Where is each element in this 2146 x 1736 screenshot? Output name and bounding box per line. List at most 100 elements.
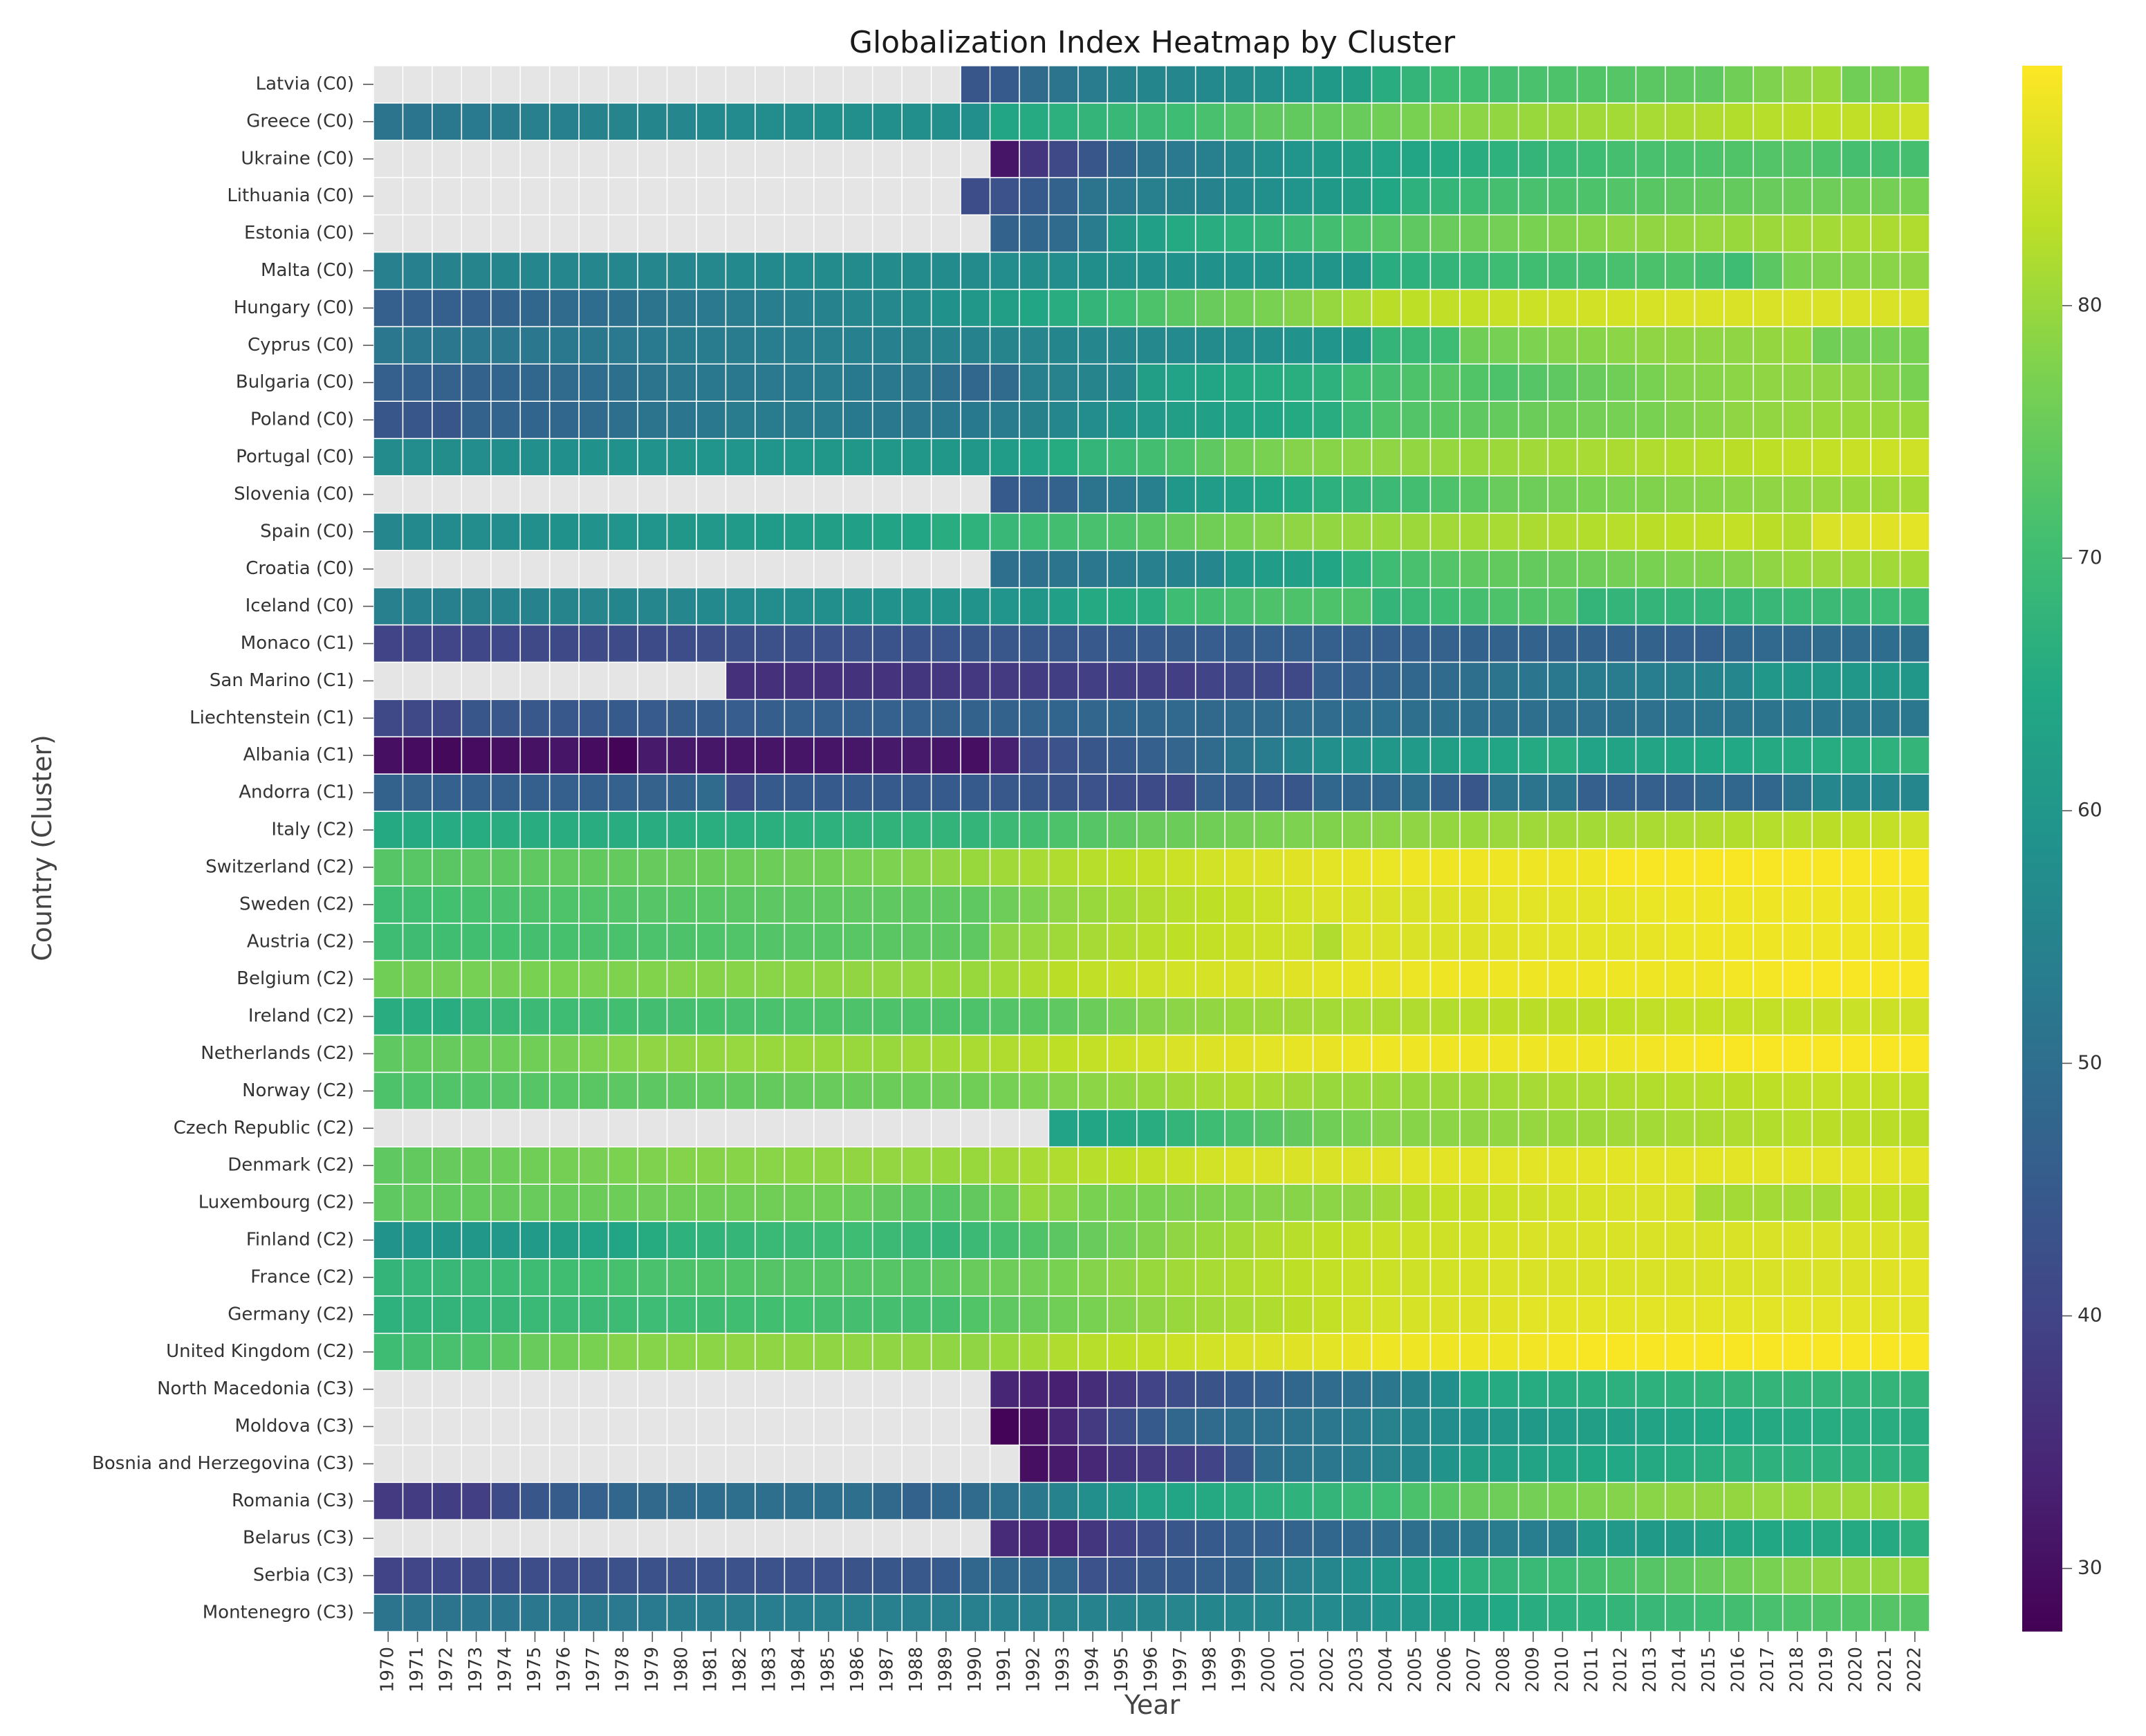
heatmap-cell <box>520 849 551 887</box>
heatmap-cell <box>1459 550 1490 589</box>
heatmap-cell <box>1782 960 1813 999</box>
x-tick-label: 2002 <box>1317 1647 1338 1692</box>
heatmap-cell <box>1284 774 1314 812</box>
heatmap-cell <box>1900 923 1930 961</box>
heatmap-cell <box>520 1520 551 1558</box>
heatmap-cell <box>1400 1407 1431 1446</box>
heatmap-cell <box>1342 1072 1372 1110</box>
heatmap-cell <box>1254 1072 1284 1110</box>
heatmap-cell <box>1430 1370 1461 1409</box>
heatmap-cell <box>1489 102 1519 141</box>
heatmap-cell <box>813 1147 844 1185</box>
heatmap-cell <box>755 550 785 589</box>
heatmap-cell <box>1195 1295 1225 1334</box>
heatmap-cell <box>755 885 785 924</box>
heatmap-cell <box>1782 289 1813 327</box>
heatmap-cell <box>1459 811 1490 849</box>
heatmap-cell <box>520 1147 551 1185</box>
heatmap-cell <box>1812 885 1842 924</box>
heatmap-cell <box>1518 587 1548 626</box>
heatmap-cell <box>1607 1557 1637 1595</box>
heatmap-cell <box>1342 214 1372 253</box>
heatmap-cell <box>1371 1520 1402 1558</box>
heatmap-cell <box>961 960 991 999</box>
heatmap-cell <box>872 625 903 663</box>
heatmap-cell <box>1342 550 1372 589</box>
heatmap-cell <box>843 513 873 551</box>
heatmap-cell <box>961 1407 991 1446</box>
heatmap-cell <box>902 1557 932 1595</box>
heatmap-cell <box>1812 438 1842 477</box>
heatmap-cell <box>1254 1520 1284 1558</box>
heatmap-cell <box>1459 699 1490 737</box>
heatmap-cell <box>1430 1072 1461 1110</box>
heatmap-cell <box>1723 513 1754 551</box>
heatmap-cell <box>1607 1184 1637 1222</box>
heatmap-cell <box>1107 997 1138 1036</box>
heatmap-cell <box>1107 1109 1138 1147</box>
heatmap-cell <box>931 1258 961 1297</box>
heatmap-cell <box>1548 140 1578 178</box>
x-tick-label: 2009 <box>1522 1647 1543 1692</box>
heatmap-cell <box>872 1258 903 1297</box>
heatmap-cell <box>1400 811 1431 849</box>
heatmap-cell <box>1518 1295 1548 1334</box>
heatmap-cell <box>403 289 433 327</box>
heatmap-cell <box>667 1258 697 1297</box>
heatmap-cell <box>1400 550 1431 589</box>
heatmap-cell <box>1284 1445 1314 1483</box>
heatmap-cell <box>1489 140 1519 178</box>
heatmap-cell <box>755 1557 785 1595</box>
heatmap-cell <box>1166 849 1196 887</box>
heatmap-cell <box>638 885 668 924</box>
heatmap-cell <box>1195 1482 1225 1520</box>
heatmap-cell <box>784 1295 815 1334</box>
heatmap-cell <box>1782 1333 1813 1372</box>
heatmap-cell <box>931 885 961 924</box>
heatmap-cell <box>1577 102 1607 141</box>
heatmap-cell <box>961 401 991 439</box>
heatmap-cell <box>432 66 462 104</box>
heatmap-cell <box>696 1333 727 1372</box>
heatmap-cell <box>403 1370 433 1409</box>
heatmap-cell <box>461 1407 492 1446</box>
heatmap-cell <box>608 1035 638 1073</box>
heatmap-cell <box>1636 997 1666 1036</box>
heatmap-cell <box>1723 625 1754 663</box>
heatmap-cell <box>1107 923 1138 961</box>
heatmap-cell <box>1812 699 1842 737</box>
heatmap-cell <box>1019 625 1050 663</box>
heatmap-cell <box>1636 438 1666 477</box>
heatmap-cell <box>872 475 903 514</box>
heatmap-cell <box>1812 1184 1842 1222</box>
heatmap-cell <box>784 102 815 141</box>
heatmap-cell <box>696 1221 727 1259</box>
heatmap-cell <box>813 1221 844 1259</box>
heatmap-cell <box>1548 475 1578 514</box>
heatmap-cell <box>1665 1184 1695 1222</box>
heatmap-cell <box>755 1520 785 1558</box>
heatmap-cell <box>1107 475 1138 514</box>
heatmap-cell <box>373 885 404 924</box>
heatmap-cell <box>1107 1147 1138 1185</box>
heatmap-cell <box>638 1445 668 1483</box>
heatmap-cell <box>1284 960 1314 999</box>
heatmap-cell <box>403 1184 433 1222</box>
heatmap-cell <box>784 849 815 887</box>
heatmap-cell <box>1048 214 1079 253</box>
heatmap-cell <box>843 960 873 999</box>
heatmap-cell <box>1782 1295 1813 1334</box>
heatmap-cell <box>696 66 727 104</box>
heatmap-cell <box>608 1258 638 1297</box>
heatmap-cell <box>990 1035 1020 1073</box>
colorbar-tick-label: 30 <box>2078 1556 2102 1579</box>
heatmap-cell <box>1166 1445 1196 1483</box>
heatmap-cell <box>784 401 815 439</box>
heatmap-cell <box>432 1258 462 1297</box>
heatmap-cell <box>1548 66 1578 104</box>
y-tick-label: Denmark (C2) <box>228 1155 354 1176</box>
heatmap-cell <box>1723 1035 1754 1073</box>
heatmap-cell <box>755 1184 785 1222</box>
heatmap-cell <box>961 737 991 775</box>
heatmap-cell <box>1166 140 1196 178</box>
